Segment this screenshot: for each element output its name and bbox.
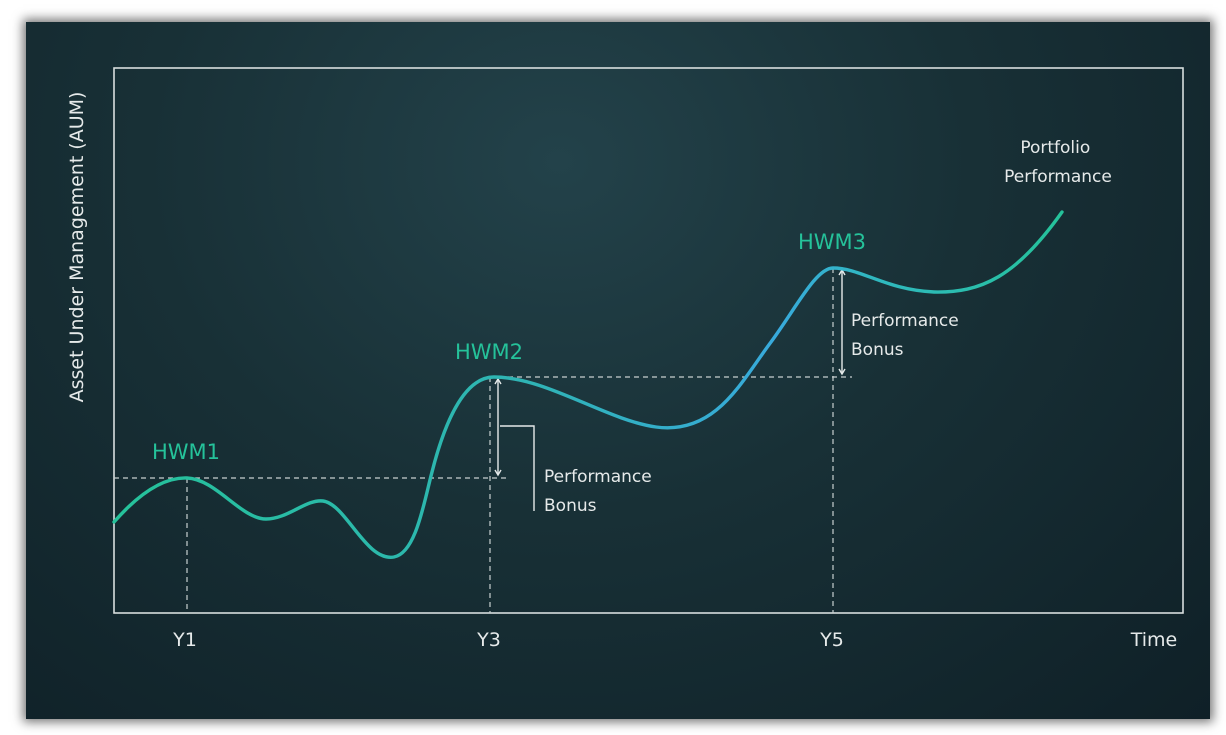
x-tick-label: Y5 <box>819 629 844 651</box>
hwm-chart: Asset Under Management (AUM) Y1 Y3 Y5 Ti… <box>66 67 1184 651</box>
bonus-arrow-2-head-bottom <box>838 368 846 376</box>
bonus-bracket-1 <box>500 425 535 511</box>
bonus-annotation-1-line-2: Bonus <box>544 496 597 516</box>
chart-card: Asset Under Management (AUM) Y1 Y3 Y5 Ti… <box>26 22 1210 719</box>
bonus-arrow-1-head-top <box>494 377 502 385</box>
x-tick-label: Y3 <box>476 629 501 651</box>
hwm-label: HWM2 <box>455 340 523 364</box>
hwm-label: HWM1 <box>152 440 220 464</box>
hwm-guide-lines <box>114 268 852 613</box>
bonus-annotation-2: Performance Bonus <box>851 311 964 360</box>
bonus-arrow-1-head-bottom <box>494 469 502 477</box>
bonus-annotation-1-line-1: Performance <box>544 467 652 487</box>
bonus-annotation-2-line-1: Performance <box>851 311 959 331</box>
x-axis-label: Time <box>1130 629 1178 651</box>
x-tick-label: Y1 <box>172 629 197 651</box>
curve-label-line-2: Performance <box>1004 167 1112 187</box>
bonus-annotation-1: Performance Bonus <box>544 467 657 516</box>
bonus-annotation-2-line-2: Bonus <box>851 340 904 360</box>
bonus-arrows <box>494 268 846 511</box>
curve-label-line-1: Portfolio <box>1020 138 1090 158</box>
plot-frame <box>113 67 1184 614</box>
curve-label: Portfolio Performance <box>1004 138 1112 187</box>
y-axis-label: Asset Under Management (AUM) <box>66 92 88 403</box>
hwm-label: HWM3 <box>798 230 866 254</box>
portfolio-performance-curve <box>112 210 1064 559</box>
